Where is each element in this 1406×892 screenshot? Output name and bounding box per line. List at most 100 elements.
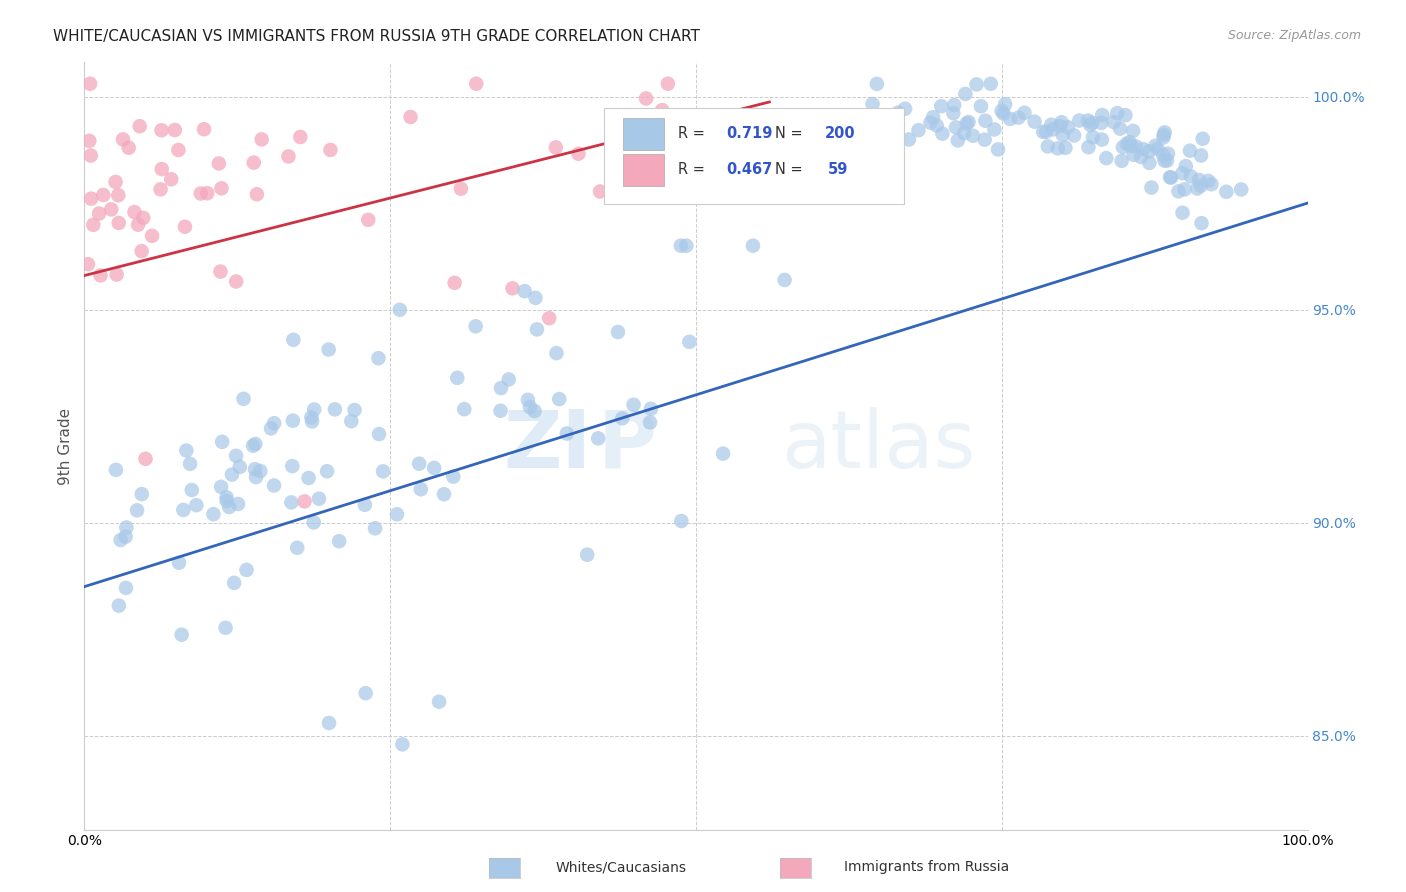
Point	[409, 482, 432, 496]
Point	[215, 494, 238, 508]
Point	[131, 244, 153, 259]
Point	[209, 480, 232, 494]
Point	[516, 392, 538, 407]
Point	[318, 716, 340, 731]
Point	[1090, 116, 1112, 130]
Point	[1191, 216, 1213, 230]
Point	[955, 87, 977, 101]
Point	[1178, 144, 1201, 158]
Point	[1188, 173, 1211, 187]
Point	[399, 110, 422, 124]
Point	[408, 457, 430, 471]
Point	[368, 427, 391, 442]
Point	[385, 508, 408, 522]
Point	[235, 563, 257, 577]
Point	[1046, 141, 1069, 155]
Point	[1122, 147, 1144, 161]
Point	[446, 371, 468, 385]
Point	[1146, 142, 1168, 156]
Point	[249, 464, 271, 478]
Point	[1052, 128, 1074, 142]
Point	[450, 182, 472, 196]
Point	[1215, 185, 1237, 199]
Point	[962, 128, 984, 143]
Point	[883, 157, 905, 171]
Point	[920, 116, 942, 130]
Point	[319, 143, 342, 157]
Point	[1187, 181, 1209, 195]
FancyBboxPatch shape	[623, 153, 664, 186]
Point	[1132, 142, 1154, 156]
Point	[862, 97, 884, 112]
Point	[80, 192, 103, 206]
Point	[163, 123, 186, 137]
Point	[1153, 128, 1175, 142]
Point	[1159, 170, 1181, 185]
Point	[245, 470, 267, 484]
Point	[1049, 119, 1071, 133]
Point	[1189, 178, 1212, 193]
Point	[283, 333, 305, 347]
Point	[125, 503, 148, 517]
Point	[433, 487, 456, 501]
Point	[1042, 122, 1064, 136]
Point	[371, 464, 394, 478]
Point	[657, 77, 679, 91]
Point	[711, 447, 734, 461]
Point	[640, 401, 662, 416]
Point	[957, 115, 980, 129]
Point	[242, 155, 264, 169]
Point	[367, 351, 389, 366]
Point	[1180, 169, 1202, 184]
Point	[465, 77, 488, 91]
Point	[523, 404, 546, 418]
Point	[364, 521, 387, 535]
Point	[1197, 174, 1219, 188]
Point	[149, 182, 172, 196]
Point	[548, 392, 571, 406]
Point	[925, 119, 948, 133]
Point	[498, 372, 520, 386]
Point	[170, 628, 193, 642]
Point	[245, 437, 267, 451]
Point	[82, 218, 104, 232]
Point	[128, 120, 150, 134]
Point	[214, 621, 236, 635]
Point	[343, 403, 366, 417]
Point	[1115, 136, 1137, 151]
Point	[897, 132, 920, 146]
Point	[1140, 180, 1163, 194]
Point	[308, 491, 330, 506]
Point	[225, 275, 247, 289]
Point	[215, 491, 238, 505]
Point	[357, 212, 380, 227]
Point	[638, 416, 661, 430]
Point	[132, 211, 155, 225]
Point	[260, 421, 283, 435]
Point	[301, 414, 323, 428]
Point	[104, 175, 127, 189]
Point	[218, 500, 240, 514]
Point	[678, 334, 700, 349]
Point	[107, 188, 129, 202]
Point	[328, 534, 350, 549]
Point	[1189, 148, 1212, 162]
Point	[1111, 153, 1133, 168]
Point	[167, 143, 190, 157]
Point	[225, 449, 247, 463]
Point	[1077, 140, 1099, 154]
Point	[980, 77, 1002, 91]
Point	[464, 319, 486, 334]
Point	[671, 514, 693, 528]
Point	[180, 483, 202, 497]
Point	[316, 464, 339, 478]
Point	[318, 343, 340, 357]
Point	[634, 91, 657, 105]
Point	[1091, 108, 1114, 122]
Point	[1081, 130, 1104, 145]
Point	[176, 443, 198, 458]
Point	[87, 206, 110, 220]
Point	[1057, 120, 1080, 135]
Point	[323, 402, 346, 417]
Point	[1050, 115, 1073, 129]
